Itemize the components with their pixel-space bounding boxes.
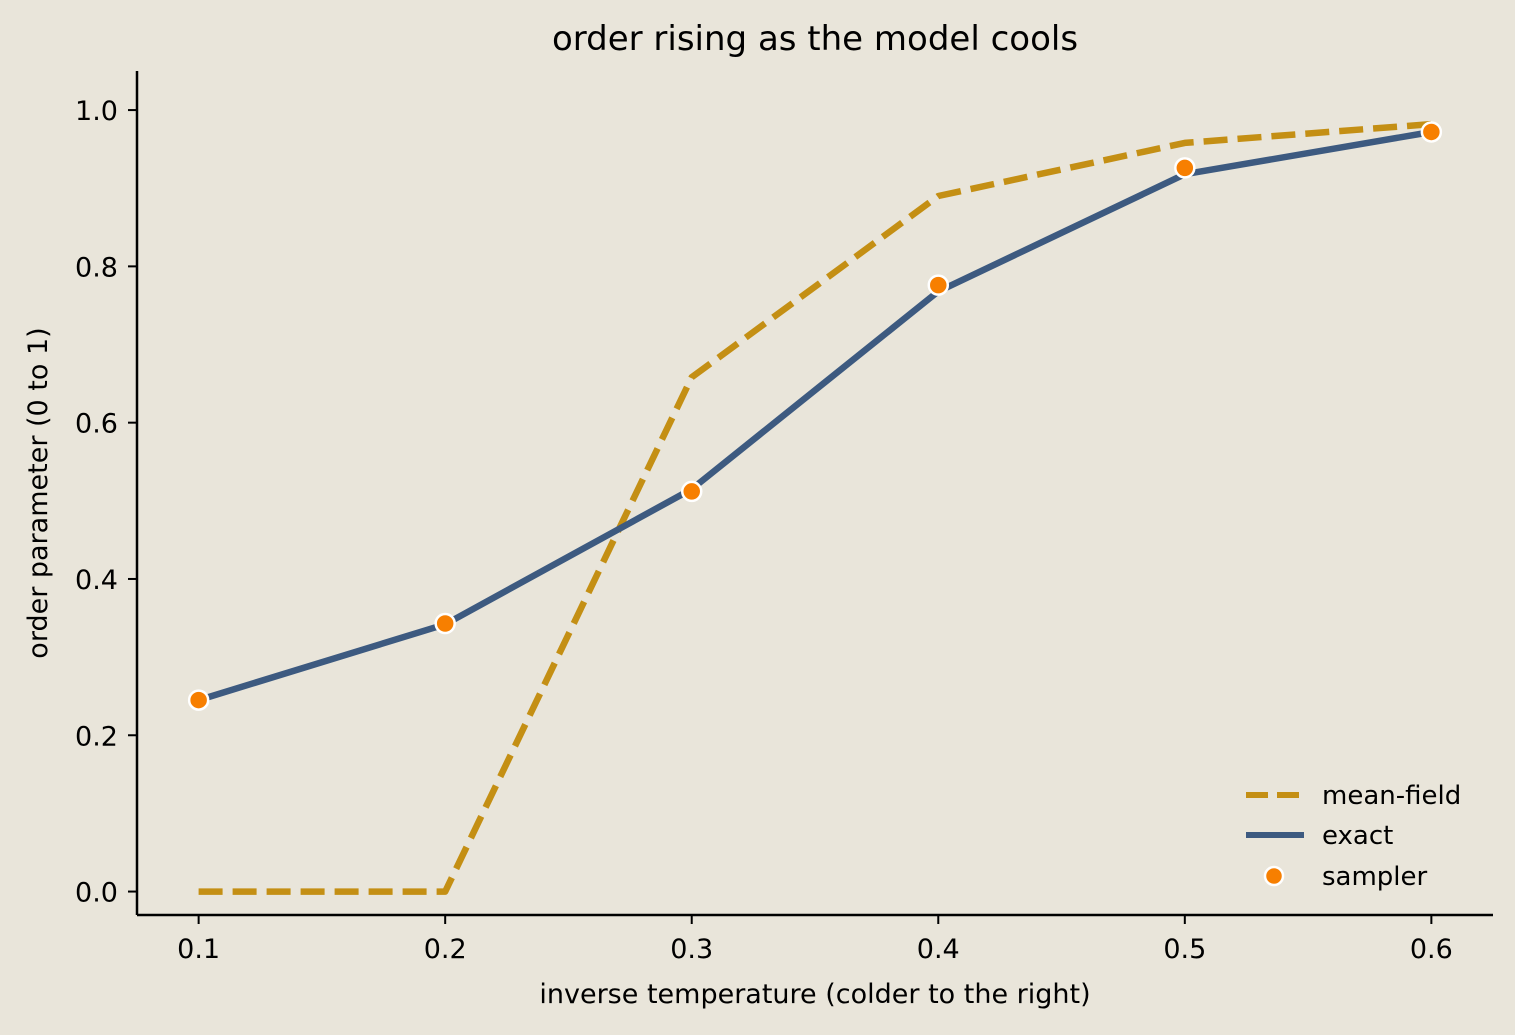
y-tick-label: 0.4 — [75, 565, 118, 596]
legend-sampler-label: sampler — [1322, 862, 1428, 892]
sampler-point — [1420, 121, 1443, 143]
y-tick-label: 1.0 — [75, 96, 118, 127]
y-axis-label: order parameter (0 to 1) — [23, 327, 54, 658]
x-axis-label: inverse temperature (colder to the right… — [539, 979, 1090, 1010]
x-tick-label: 0.5 — [1163, 934, 1206, 965]
y-tick-label: 0.2 — [75, 721, 118, 752]
x-tick-label: 0.6 — [1410, 934, 1453, 965]
y-tick-label: 0.8 — [75, 252, 118, 283]
x-tick-label: 0.4 — [917, 934, 960, 965]
y-ticks: 0.0 0.2 0.4 0.6 0.8 1.0 — [75, 96, 137, 909]
chart-title: order rising as the model cools — [552, 19, 1078, 59]
x-tick-label: 0.3 — [670, 934, 713, 965]
y-tick-label: 0.0 — [75, 878, 118, 909]
series-mean-field-line — [198, 120, 1432, 895]
x-tick-label: 0.1 — [177, 934, 220, 965]
legend-sampler-swatch — [1263, 865, 1285, 887]
series-exact-line — [197, 128, 1432, 704]
sampler-point — [187, 689, 210, 711]
legend-mean-field-label: mean-field — [1322, 781, 1461, 811]
plot-area — [187, 120, 1443, 895]
y-tick-label: 0.6 — [75, 409, 118, 440]
sampler-point — [680, 480, 703, 503]
sampler-point — [434, 612, 456, 635]
legend-exact-label: exact — [1322, 821, 1393, 851]
legend: mean-field exact sampler — [1246, 781, 1461, 892]
sampler-point — [1174, 157, 1196, 179]
axes — [135, 71, 1493, 917]
x-ticks: 0.1 0.2 0.3 0.4 0.5 0.6 — [177, 915, 1453, 965]
x-tick-label: 0.2 — [424, 934, 467, 965]
sampler-point — [927, 274, 950, 296]
